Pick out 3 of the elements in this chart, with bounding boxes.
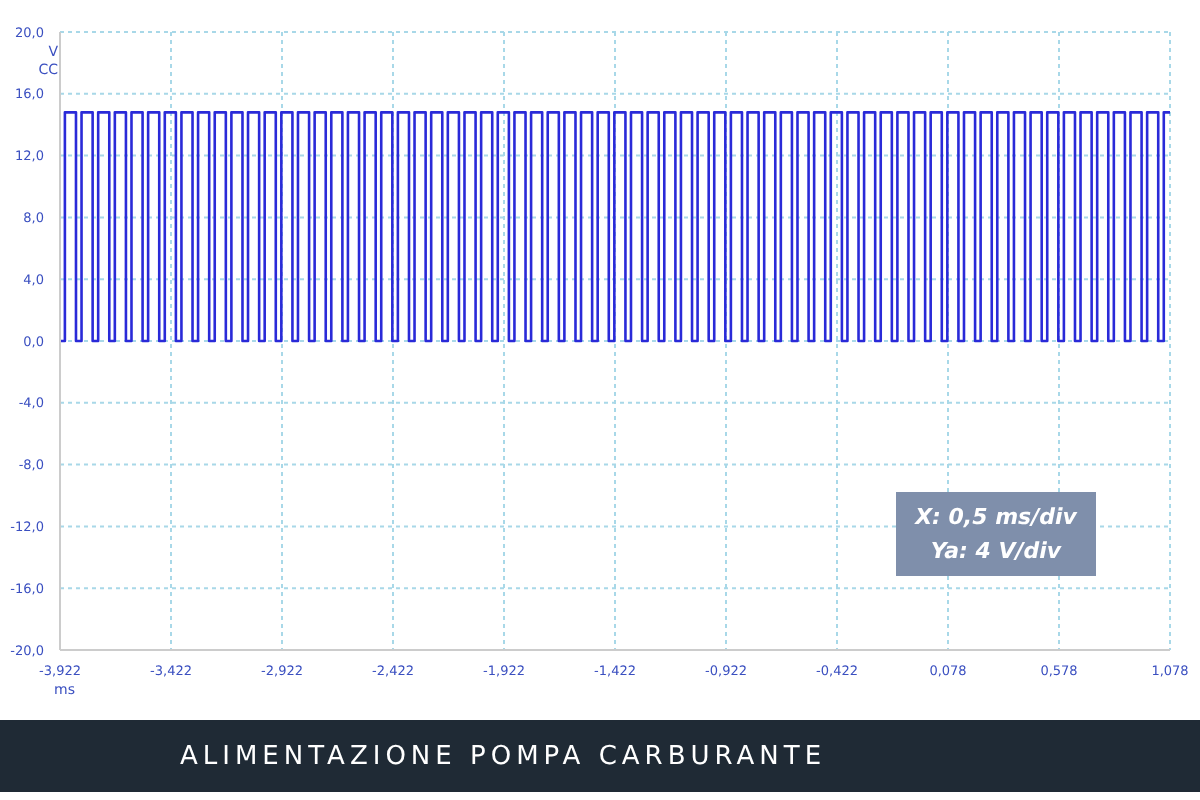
annotation: X: 0,5 ms/div bbox=[915, 502, 1077, 534]
text: ALIMENTAZIONE POMPA CARBURANTE bbox=[0, 720, 1200, 792]
annotation: Ya: 4 V/div bbox=[930, 536, 1062, 568]
